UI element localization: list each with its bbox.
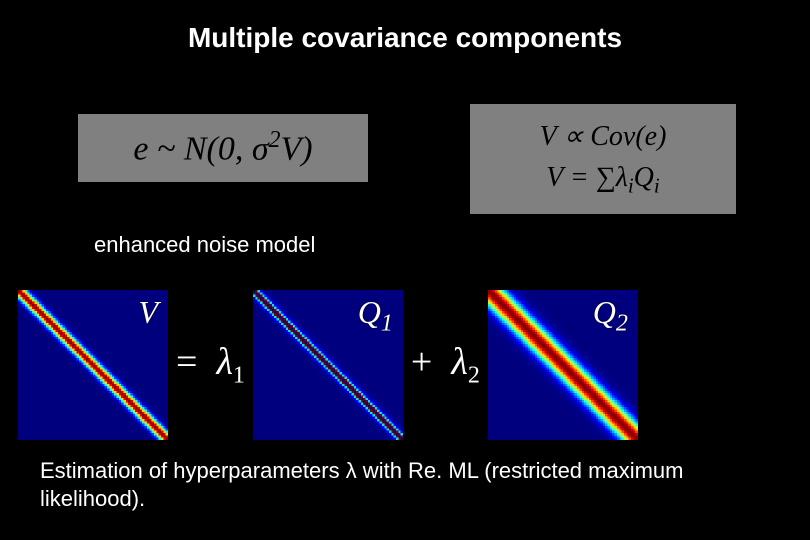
matrix-Q2-label: Q2: [593, 294, 628, 337]
operator-eq-lambda1: = λ1: [168, 340, 253, 390]
matrix-V: V: [18, 290, 168, 440]
formula-cov-line1: V ∝ Cov(e): [540, 117, 667, 158]
matrix-Q1: Q1: [253, 290, 403, 440]
formula-noise-model: e ~ N(0, σ2V): [78, 114, 368, 182]
footer-text: Estimation of hyperparameters λ with Re.…: [40, 457, 770, 512]
formula-covariance-defn: V ∝ Cov(e) V = ∑λiQi: [470, 104, 736, 214]
operator-plus-lambda2: + λ2: [403, 340, 488, 390]
matrix-V-label: V: [138, 294, 158, 331]
matrix-Q2: Q2: [488, 290, 638, 440]
slide-title: Multiple covariance components: [0, 22, 810, 54]
formula-cov-line2: V = ∑λiQi: [546, 158, 660, 201]
formula-noise-model-text: e ~ N(0, σ2V): [133, 127, 312, 168]
covariance-decomposition-row: V = λ1 Q1 + λ2 Q2: [0, 290, 810, 440]
caption-enhanced-noise: enhanced noise model: [94, 232, 315, 258]
matrix-Q1-label: Q1: [358, 294, 393, 337]
